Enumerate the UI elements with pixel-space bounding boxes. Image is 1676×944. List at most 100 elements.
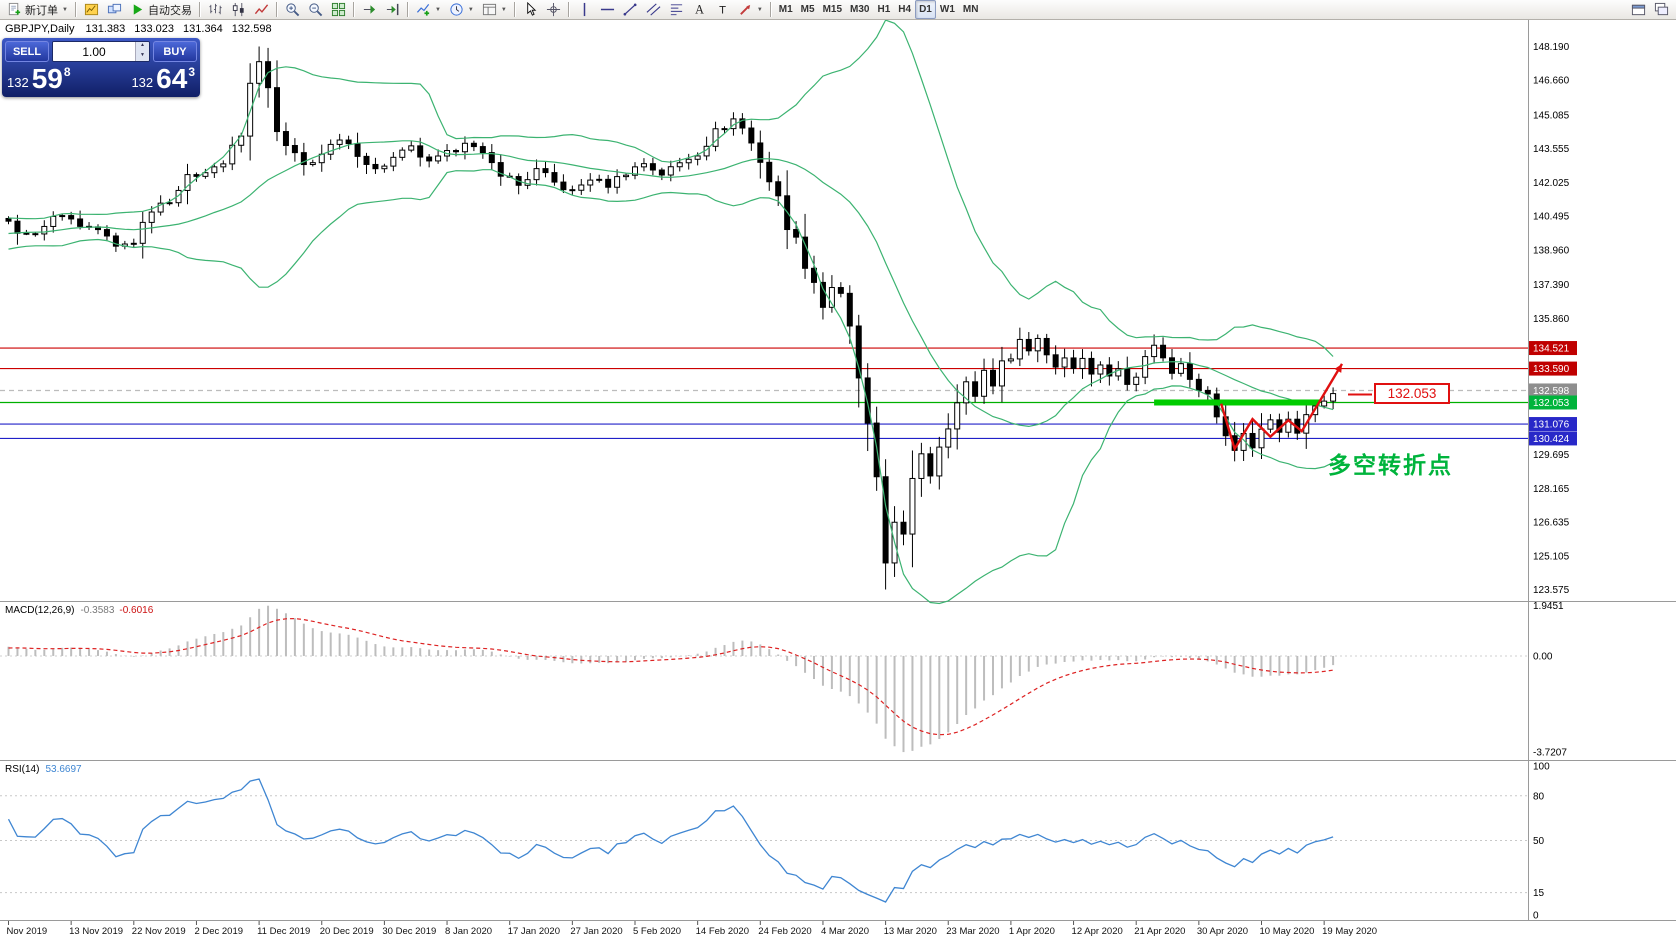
tf-h4-button[interactable]: H4 [898, 4, 912, 15]
zoom-in-icon [285, 2, 300, 17]
svg-text:125.105: 125.105 [1533, 551, 1570, 562]
ohlc-open: 131.383 [85, 23, 126, 35]
indicators-button[interactable]: ▼ [412, 0, 445, 19]
toolbar-separator [567, 2, 570, 17]
volume-stepper[interactable]: ▲ ▼ [52, 41, 150, 62]
chart-shift-button[interactable] [381, 0, 404, 19]
svg-text:4 Mar 2020: 4 Mar 2020 [821, 926, 869, 937]
text-icon: A [692, 2, 707, 17]
macd-signal-line [8, 617, 1334, 736]
bar-chart-button[interactable] [204, 0, 227, 19]
new-window-button[interactable] [1627, 0, 1650, 19]
support-zone-line[interactable] [1154, 399, 1320, 406]
turning-point-text[interactable]: 多空转折点 [1328, 452, 1453, 479]
svg-text:143.555: 143.555 [1533, 144, 1570, 155]
svg-text:145.085: 145.085 [1533, 110, 1570, 121]
tf-mn-button[interactable]: MN [962, 4, 979, 15]
buy-price[interactable]: 132 64 3 [131, 63, 195, 94]
candlestick-icon [231, 2, 246, 17]
new-window-icon [1631, 2, 1646, 17]
tile-windows-button[interactable] [327, 0, 350, 19]
trend-arrow-head [1334, 363, 1343, 373]
price-axis[interactable]: 148.190 146.660 145.085 143.555 142.025 140.4… [1529, 42, 1577, 596]
horizontal-line-icon [600, 2, 615, 17]
svg-text:13 Mar 2020: 13 Mar 2020 [884, 926, 937, 937]
buy-button[interactable]: BUY [153, 41, 197, 62]
vertical-line-button[interactable] [573, 0, 596, 19]
tf-m5-button[interactable]: M5 [800, 4, 815, 15]
crosshair-button[interactable] [542, 0, 565, 19]
tf-w1-button[interactable]: W1 [939, 4, 955, 15]
price-marker [1529, 341, 1577, 356]
price-marker [1529, 361, 1577, 376]
volume-up-button[interactable]: ▲ [136, 42, 149, 52]
svg-text:14 Feb 2020: 14 Feb 2020 [696, 926, 749, 937]
price-annotation-flag[interactable]: 132.053 [1374, 383, 1450, 405]
volume-spinner: ▲ ▼ [135, 42, 149, 61]
arrows-button[interactable]: ▼ [734, 0, 767, 19]
label-icon: T [715, 2, 730, 17]
trendline-icon [623, 2, 638, 17]
svg-text:11 Dec 2019: 11 Dec 2019 [257, 926, 310, 937]
new-order-button[interactable]: 新订单 ▼ [3, 0, 72, 19]
date-axis[interactable]: Nov 2019 13 Nov 2019 22 Nov 2019 2 Dec 2019… [7, 921, 1378, 937]
volume-down-button[interactable]: ▼ [136, 51, 149, 61]
svg-text:23 Mar 2020: 23 Mar 2020 [946, 926, 999, 937]
bollinger-bands [8, 20, 1334, 605]
bar-chart-icon [208, 2, 223, 17]
channel-button[interactable] [642, 0, 665, 19]
svg-text:50: 50 [1533, 836, 1545, 847]
cursor-button[interactable] [519, 0, 542, 19]
periods-button[interactable]: ▼ [445, 0, 478, 19]
tf-m15-button[interactable]: M15 [822, 4, 843, 15]
tf-m1-button[interactable]: M1 [778, 4, 793, 15]
tf-d1-button[interactable]: D1 [915, 0, 936, 19]
line-chart-button[interactable] [250, 0, 273, 19]
fibonacci-button[interactable] [665, 0, 688, 19]
svg-text:128.165: 128.165 [1533, 484, 1570, 495]
zoom-in-button[interactable] [281, 0, 304, 19]
svg-text:T: T [719, 5, 726, 17]
trend-arrow[interactable] [1220, 363, 1344, 452]
pane-separators [0, 20, 1676, 921]
templates-button[interactable]: ▼ [478, 0, 511, 19]
window-list-icon [1654, 2, 1669, 17]
arrows-icon [738, 2, 753, 17]
toolbar-separator [513, 2, 516, 17]
svg-text:133.590: 133.590 [1533, 364, 1570, 375]
toolbar-separator [352, 2, 355, 17]
volume-input[interactable] [53, 42, 135, 61]
svg-text:137.390: 137.390 [1533, 280, 1570, 291]
price-marker [1529, 395, 1577, 410]
label-button[interactable]: T [711, 0, 734, 19]
svg-text:19 May 2020: 19 May 2020 [1322, 926, 1377, 937]
fibonacci-icon [669, 2, 684, 17]
trendline-button[interactable] [619, 0, 642, 19]
chart-canvas[interactable]: 148.190 146.660 145.085 143.555 142.025 140.4… [0, 20, 1676, 944]
auto-trading-button[interactable]: 自动交易 [126, 0, 196, 19]
tf-h1-button[interactable]: H1 [877, 4, 891, 15]
svg-text:13 Nov 2019: 13 Nov 2019 [69, 926, 123, 937]
window-list-button[interactable] [1650, 0, 1673, 19]
candlestick-chart-button[interactable] [227, 0, 250, 19]
ohlc-low: 131.364 [183, 23, 223, 35]
sell-button[interactable]: SELL [5, 41, 49, 62]
ohlc-info: GBPJPY,Daily 131.383 133.023 131.364 132… [5, 23, 272, 35]
periods-icon [449, 2, 464, 17]
svg-text:12 Apr 2020: 12 Apr 2020 [1072, 926, 1123, 937]
tf-m30-button[interactable]: M30 [850, 4, 870, 15]
rsi-label: RSI(14) 53.6697 [5, 764, 82, 775]
horizontal-line-button[interactable] [596, 0, 619, 19]
toolbar: 新订单 ▼ 自动交易 ▼ ▼ ▼ A T ▼ M1 M5 M15 M30 H1 H4 D1 W1 MN [0, 0, 1676, 20]
sell-price[interactable]: 132 59 8 [7, 63, 71, 94]
auto-scroll-button[interactable] [358, 0, 381, 19]
zoom-out-button[interactable] [304, 0, 327, 19]
new-chart-button[interactable] [80, 0, 103, 19]
text-button[interactable]: A [688, 0, 711, 19]
svg-text:A: A [695, 3, 704, 17]
new-chart-icon [84, 2, 99, 17]
crosshair-icon [546, 2, 561, 17]
profiles-button[interactable] [103, 0, 126, 19]
svg-text:24 Feb 2020: 24 Feb 2020 [758, 926, 811, 937]
macd-label: MACD(12,26,9) -0.3583 -0.6016 [5, 605, 154, 616]
